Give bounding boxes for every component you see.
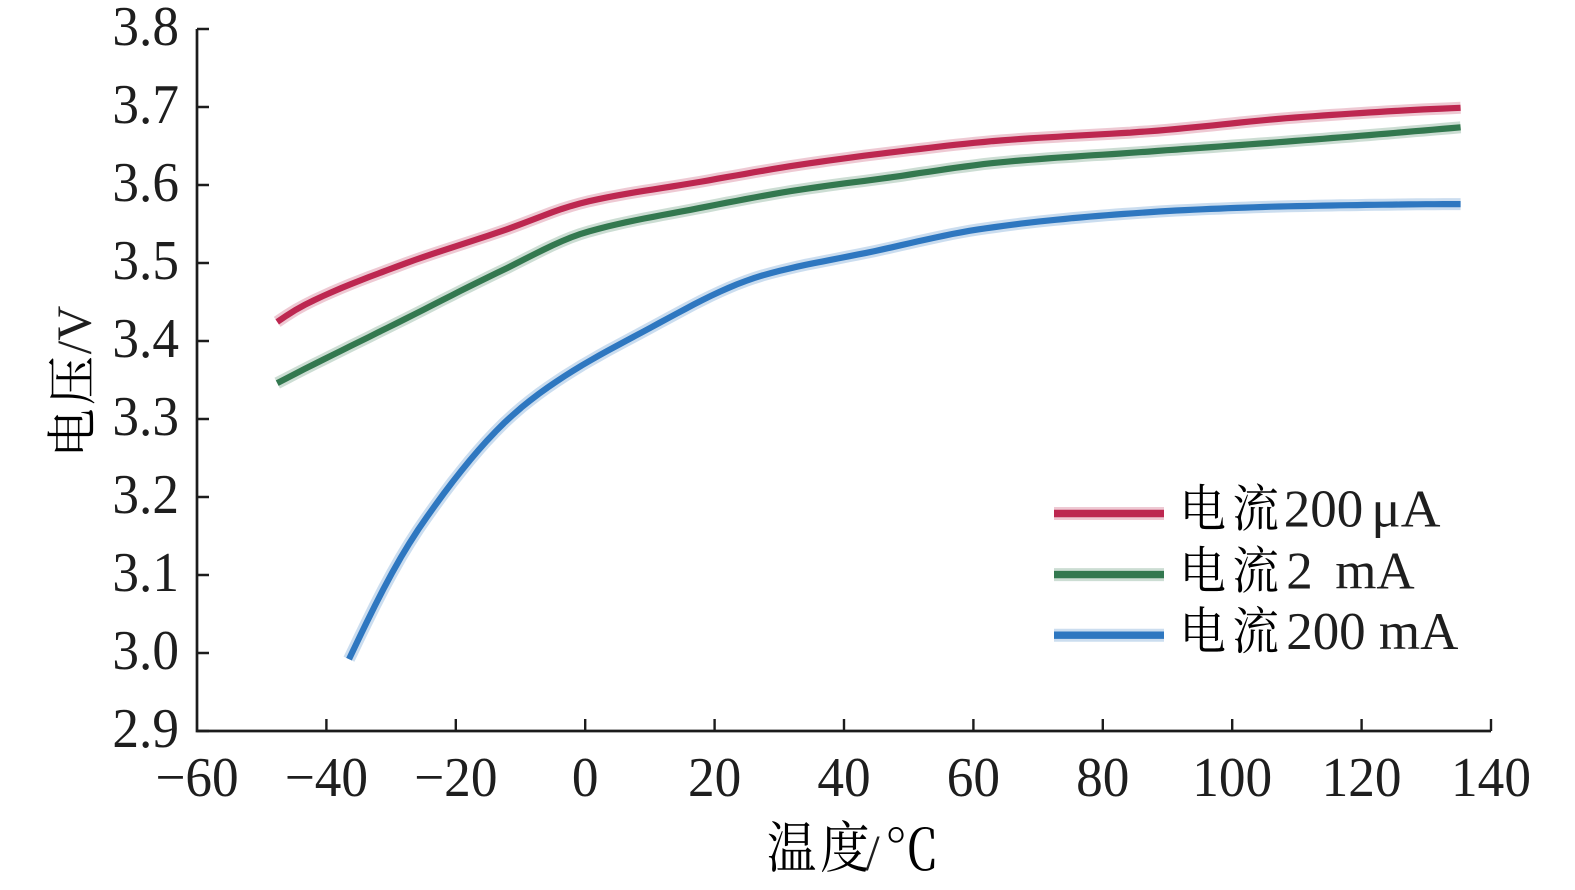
svg-text:−20: −20 [414,746,497,808]
svg-text:2.9: 2.9 [112,697,179,759]
svg-text:3.0: 3.0 [112,619,179,681]
svg-text:140: 140 [1451,746,1531,808]
svg-text:/: / [866,826,881,882]
svg-text:−40: −40 [285,746,368,808]
svg-text:μA: μA [1371,480,1440,539]
svg-text:120: 120 [1322,746,1402,808]
svg-text:200: 200 [1286,603,1365,661]
svg-text:−60: −60 [155,746,238,808]
svg-text:3.1: 3.1 [112,541,179,603]
svg-text:mA: mA [1379,603,1458,661]
svg-text:3.2: 3.2 [112,463,179,525]
svg-text:3.5: 3.5 [112,229,179,291]
svg-text:2: 2 [1286,543,1312,601]
svg-text:0: 0 [572,746,599,808]
svg-text:3.7: 3.7 [112,73,179,135]
svg-text:40: 40 [817,746,870,808]
svg-text:3.8: 3.8 [112,0,179,57]
svg-text:3.3: 3.3 [112,385,179,447]
svg-text:20: 20 [688,746,741,808]
svg-text:200: 200 [1284,481,1363,539]
svg-text:mA: mA [1335,543,1414,601]
svg-text:60: 60 [947,746,1000,808]
svg-text:3.4: 3.4 [112,307,179,369]
svg-text:/V: /V [49,306,102,355]
svg-text:80: 80 [1076,746,1129,808]
svg-text:100: 100 [1192,746,1272,808]
svg-text:3.6: 3.6 [112,151,179,213]
